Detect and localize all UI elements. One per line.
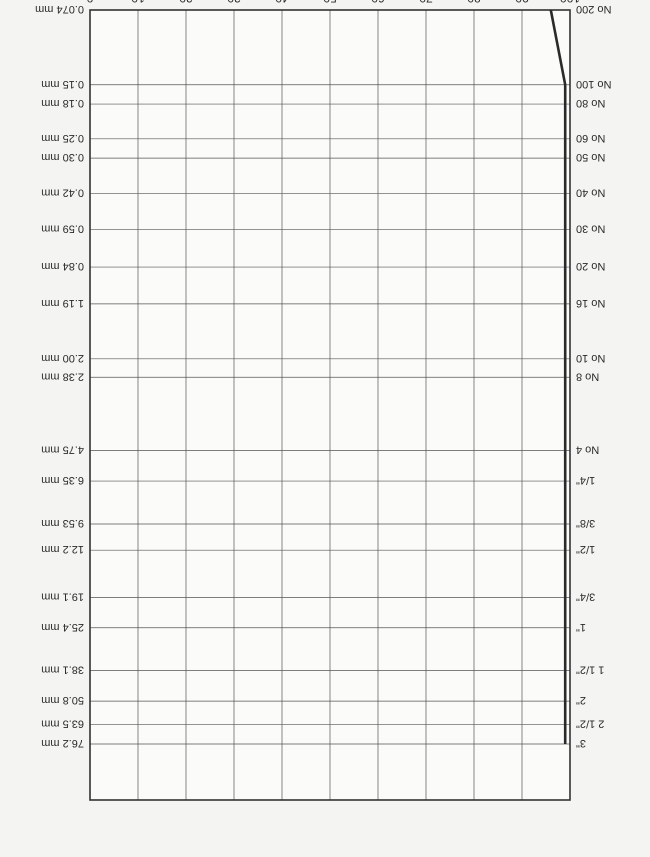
sieve-size: 50.8 mm [41, 694, 84, 706]
sieve-size: 63.5 mm [41, 718, 84, 730]
sieve-size: 25.4 mm [41, 621, 84, 633]
sieve-size: 0.59 mm [41, 223, 84, 235]
sieve-name: No 8 [576, 370, 599, 382]
sieve-size: 0.18 mm [41, 97, 84, 109]
gradation-line [549, 9, 567, 744]
sieve-name: No 20 [576, 260, 605, 272]
x-tick-label: 50 [323, 0, 337, 5]
x-tick-label: 0 [86, 0, 93, 5]
gradation-curve [549, 9, 567, 744]
sieve-size: 0.30 mm [41, 151, 84, 163]
x-tick-label: 100 [560, 0, 580, 5]
sieve-size: 0.84 mm [41, 260, 84, 272]
sieve-size: 0.074 mm [35, 3, 84, 15]
sieve-size: 38.1 mm [41, 664, 84, 676]
sieve-name: No 40 [576, 187, 605, 199]
sieve-size: 0.42 mm [41, 187, 84, 199]
sieve-size: 12.2 mm [41, 543, 84, 555]
sieve-size-labels: 0.074 mm 0.15 mm 0.18 mm 0.25 mm 0.30 mm 0.42… [35, 3, 84, 749]
x-tick-label: 40 [275, 0, 289, 5]
sieve-name: No 10 [576, 352, 605, 364]
x-tick-label: 80 [467, 0, 481, 5]
sieve-name: 1/4" [576, 474, 595, 486]
sieve-name: 3" [576, 737, 586, 749]
sieve-name: No 4 [576, 443, 599, 455]
sieve-name: 1/2" [576, 543, 595, 555]
sieve-size: 0.15 mm [41, 78, 84, 90]
sieve-name: No 30 [576, 223, 605, 235]
sieve-size: 19.1 mm [41, 591, 84, 603]
sieve-name: 1" [576, 621, 586, 633]
sieve-size: 2.38 mm [41, 370, 84, 382]
x-tick-label: 20 [179, 0, 193, 5]
sieve-size: 6.35 mm [41, 474, 84, 486]
plot-frame [89, 9, 571, 801]
grid-lines [137, 10, 523, 800]
sieve-size: 76.2 mm [41, 737, 84, 749]
sieve-name: No 100 [576, 78, 611, 90]
sieve-name-labels: No 200 No 100 No 80 No 60 No 50 No 40 No 30 No … [576, 3, 612, 749]
sieve-size: 2.00 mm [41, 352, 84, 364]
x-tick-label: 70 [419, 0, 433, 5]
x-tick-label: 30 [227, 0, 241, 5]
x-tick-label: 10 [131, 0, 145, 5]
sieve-size: 4.75 mm [41, 443, 84, 455]
sieve-name: No 200 [576, 3, 611, 15]
sieve-name: No 80 [576, 97, 605, 109]
sieve-name: No 50 [576, 151, 605, 163]
sieve-name: 3/8" [576, 517, 595, 529]
x-tick-labels: 1009080706050403020100 [86, 0, 580, 5]
sieve-name: 3/4" [576, 591, 595, 603]
sieve-name: No 16 [576, 297, 605, 309]
sieve-name: 1 1/2" [576, 664, 604, 676]
sieve-size: 0.25 mm [41, 132, 84, 144]
sieve-name: 2" [576, 694, 586, 706]
sieve-size: 1.19 mm [41, 297, 84, 309]
sieve-name: No 60 [576, 132, 605, 144]
x-tick-label: 90 [515, 0, 529, 5]
sieve-name: 2 1/2" [576, 718, 604, 730]
sieve-size: 9.53 mm [41, 517, 84, 529]
x-tick-label: 60 [371, 0, 385, 5]
